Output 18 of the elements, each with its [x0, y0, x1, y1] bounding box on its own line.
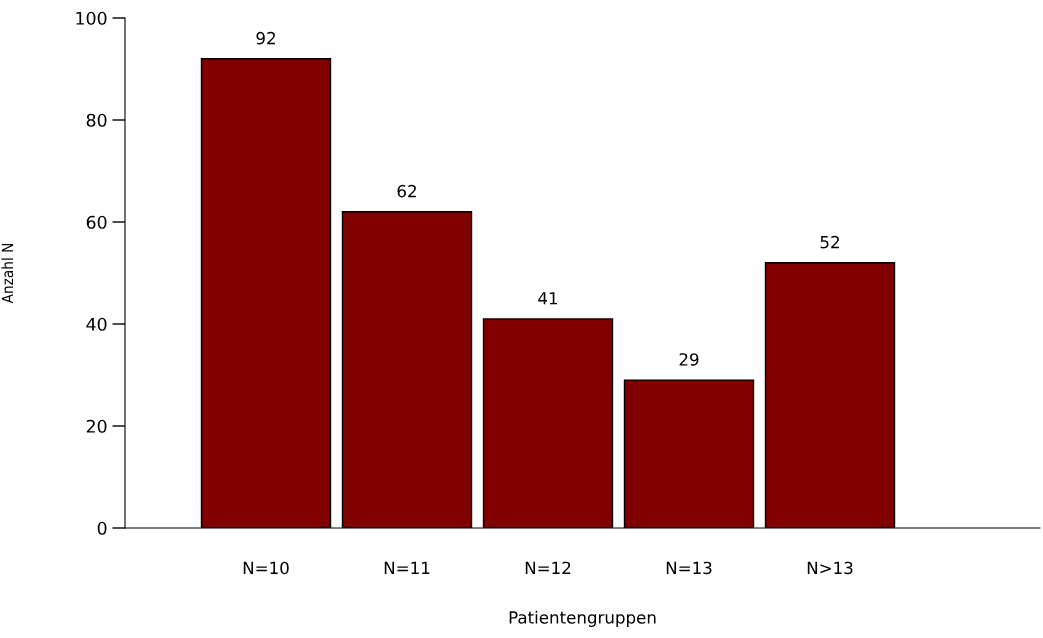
- y-tick-label: 80: [86, 113, 107, 127]
- y-tick-label: 100: [76, 11, 107, 25]
- x-tick-label: N=10: [243, 561, 289, 575]
- data-label: 29: [679, 353, 699, 366]
- x-tick-label: N=13: [666, 561, 712, 575]
- x-axis-title: Patientengruppen: [509, 610, 656, 627]
- x-tick-label: N=12: [525, 561, 571, 574]
- data-label: 41: [538, 292, 558, 305]
- y-tick-label: 60: [86, 215, 107, 229]
- data-label: 52: [820, 235, 839, 249]
- y-tick-label: 0: [97, 521, 107, 535]
- y-tick-label: 20: [86, 419, 107, 433]
- y-tick-label: 40: [86, 317, 107, 331]
- x-tick-label: N=11: [384, 561, 430, 574]
- data-label: 92: [256, 31, 275, 45]
- x-tick-label: N>13: [807, 561, 853, 575]
- data-label: 62: [397, 184, 416, 198]
- y-axis-title: Anzahl N: [1, 243, 14, 304]
